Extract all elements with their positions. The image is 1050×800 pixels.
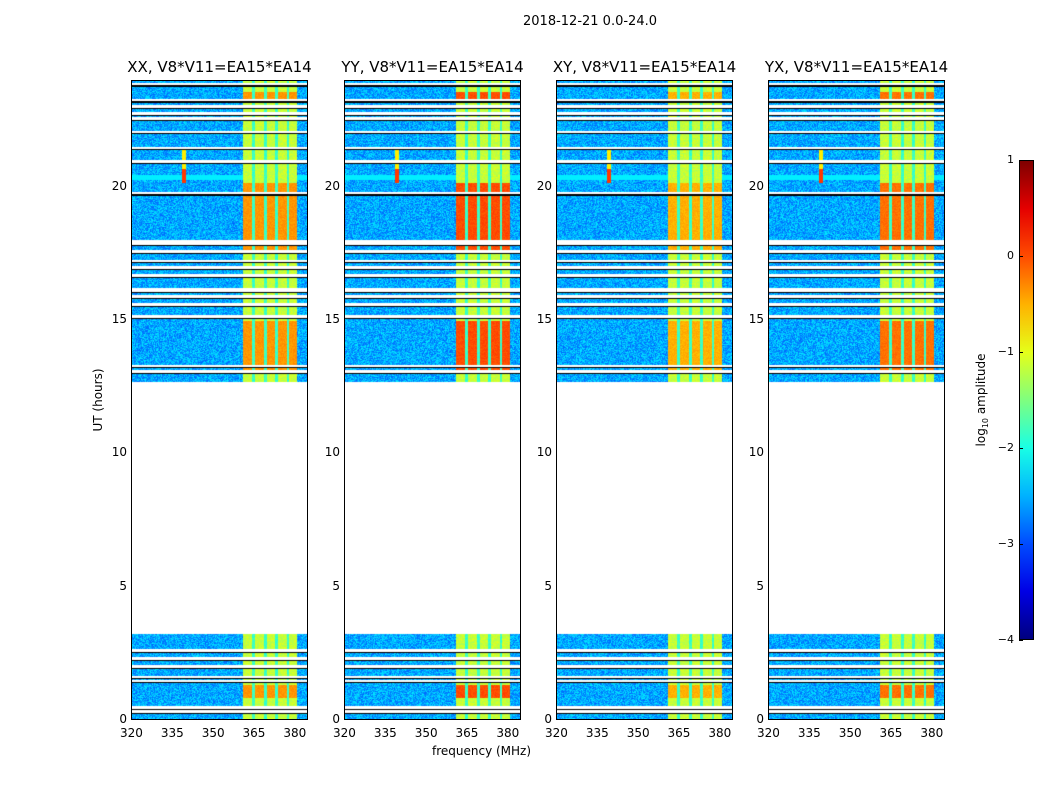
x-tick-label: 365 — [455, 726, 479, 740]
colorbar-label: log10 amplitude — [974, 354, 990, 447]
colorbar-tick-label: −2 — [997, 441, 1014, 454]
x-tick-label: 320 — [120, 726, 143, 740]
x-tick-label: 350 — [626, 726, 650, 740]
colorbar-tick-label: −4 — [997, 633, 1014, 646]
colorbar-label-suffix: amplitude — [973, 353, 988, 418]
spectrogram-heatmap — [769, 81, 944, 719]
colorbar-tick-mark — [1019, 544, 1023, 545]
colorbar-tick-mark — [1019, 352, 1023, 353]
y-tick-label: 10 — [111, 445, 127, 460]
panel-title: YY, V8*V11=EA15*EA14 — [341, 58, 524, 76]
x-tick-label: 320 — [757, 726, 780, 740]
spectrogram-heatmap — [132, 81, 307, 719]
colorbar-tick-mark — [1019, 256, 1023, 257]
x-tick-label: 365 — [667, 726, 691, 740]
colorbar-tick-mark — [1019, 640, 1023, 641]
panel-title: XX, V8*V11=EA15*EA14 — [127, 58, 312, 76]
spectrogram-panel — [344, 80, 521, 720]
colorbar-label-sub: 10 — [981, 417, 991, 429]
x-tick-label: 365 — [242, 726, 266, 740]
colorbar-tick-mark — [1019, 448, 1023, 449]
y-tick-label: 15 — [111, 312, 127, 326]
x-tick-label: 350 — [201, 726, 225, 740]
y-tick-label: 10 — [536, 445, 552, 460]
colorbar-tick-label: −3 — [997, 537, 1014, 550]
panel-title: XY, V8*V11=EA15*EA14 — [552, 58, 737, 76]
x-tick-label: 335 — [585, 726, 609, 740]
x-tick-label: 335 — [373, 726, 397, 740]
y-tick-label: 5 — [756, 578, 764, 593]
colorbar — [1019, 160, 1034, 640]
x-tick-label: 335 — [797, 726, 821, 740]
y-tick-label: 20 — [536, 178, 552, 193]
spectrogram-panel — [768, 80, 945, 720]
y-tick-label: 20 — [111, 178, 127, 193]
colorbar-tick-label: 1 — [1007, 153, 1014, 166]
y-tick-label: 5 — [332, 578, 340, 593]
spectrogram-panel — [131, 80, 308, 720]
x-tick-label: 335 — [160, 726, 184, 740]
y-tick-label: 10 — [748, 445, 764, 460]
colorbar-tick-label: 0 — [1007, 249, 1014, 262]
colorbar-tick-mark — [1019, 160, 1023, 161]
x-tick-label: 350 — [414, 726, 438, 740]
y-tick-label: 0 — [544, 712, 552, 726]
y-tick-label: 0 — [756, 712, 764, 726]
x-tick-label: 365 — [879, 726, 903, 740]
x-tick-label: 380 — [708, 726, 732, 740]
x-tick-label: 380 — [283, 726, 307, 740]
colorbar-tick-label: −1 — [997, 345, 1014, 358]
y-tick-label: 20 — [324, 178, 340, 193]
y-tick-label: 15 — [748, 312, 764, 326]
figure-suptitle: 2018-12-21 0.0-24.0 — [523, 14, 657, 29]
y-tick-label: 20 — [748, 178, 764, 193]
y-tick-label: 15 — [536, 312, 552, 326]
y-tick-label: 0 — [119, 712, 127, 726]
x-tick-label: 320 — [333, 726, 356, 740]
y-tick-label: 10 — [324, 445, 340, 460]
y-tick-label: 0 — [332, 712, 340, 726]
x-tick-label: 350 — [838, 726, 862, 740]
spectrogram-panel — [556, 80, 733, 720]
y-tick-label: 5 — [119, 578, 127, 593]
colorbar-label-prefix: log — [973, 428, 988, 447]
spectrogram-heatmap — [345, 81, 520, 719]
y-tick-label: 15 — [324, 312, 340, 326]
spectrogram-heatmap — [557, 81, 732, 719]
x-tick-label: 380 — [496, 726, 520, 740]
x-axis-label: frequency (MHz) — [432, 744, 532, 758]
x-tick-label: 380 — [920, 726, 944, 740]
panel-title: YX, V8*V11=EA15*EA14 — [764, 58, 949, 76]
y-axis-label: UT (hours) — [91, 368, 105, 432]
y-tick-label: 5 — [544, 578, 552, 593]
x-tick-label: 320 — [545, 726, 568, 740]
